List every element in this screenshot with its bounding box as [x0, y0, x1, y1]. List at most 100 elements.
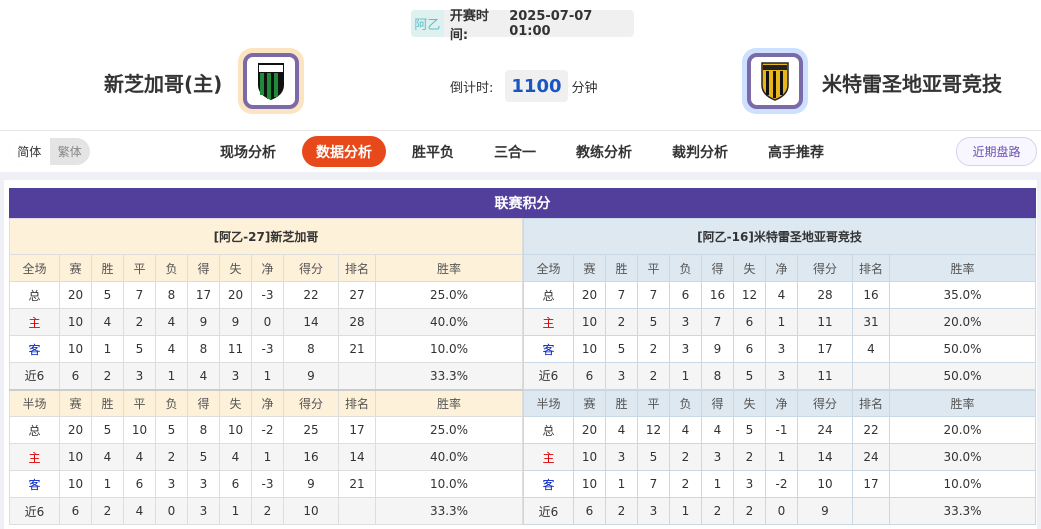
cell: 9	[283, 470, 339, 498]
cell: -2	[251, 416, 284, 444]
cell: 5	[637, 443, 670, 471]
nav-bar: 简体 繁体 现场分析 数据分析 胜平负 三合一 教练分析 裁判分析 高手推荐 近期盘路	[0, 130, 1041, 172]
cell: 3	[219, 362, 252, 390]
cell: 7	[701, 308, 734, 336]
cell: 6	[733, 308, 766, 336]
cell: 20	[59, 281, 92, 309]
cell: 10	[573, 470, 606, 498]
tab-6[interactable]: 高手推荐	[768, 144, 824, 161]
away-team-name[interactable]: 米特雷圣地亚哥竞技	[822, 72, 1002, 96]
cell: 20	[573, 281, 606, 309]
cell: 8	[187, 416, 220, 444]
cell: 10	[573, 308, 606, 336]
table-row: 主 10 4 2 4 9 9 0 14 28 40.0%	[9, 308, 523, 336]
cell: 6	[59, 497, 92, 525]
table-row: 客 10 5 2 3 9 6 3 17 4 50.0%	[523, 335, 1036, 363]
cell: 20	[573, 416, 606, 444]
column-header: 得分	[797, 254, 853, 282]
cell: 10	[59, 308, 92, 336]
column-header: 胜	[605, 254, 638, 282]
column-header: 得分	[283, 388, 339, 417]
cell: 17	[852, 470, 890, 498]
cell: 2	[605, 497, 638, 525]
cell: 28	[338, 308, 376, 336]
league-badge[interactable]: 阿乙	[411, 10, 444, 37]
cell: 11	[797, 308, 853, 336]
cell: 3	[637, 497, 670, 525]
cell: 0	[155, 497, 188, 525]
tab-1[interactable]: 数据分析	[302, 136, 386, 167]
cell: 20	[219, 281, 252, 309]
cell: 3	[765, 335, 798, 363]
home-team-logo[interactable]	[238, 48, 304, 114]
cell: 16	[283, 443, 339, 471]
cell: 24	[852, 443, 890, 471]
column-header: 赛	[59, 388, 92, 417]
cell: 6	[573, 497, 606, 525]
shield-green-black-icon	[258, 63, 284, 100]
tab-5[interactable]: 裁判分析	[672, 144, 728, 161]
tab-0[interactable]: 现场分析	[220, 144, 276, 161]
cell: 3	[605, 443, 638, 471]
lang-simplified[interactable]: 简体	[9, 138, 50, 165]
cell: 3	[187, 497, 220, 525]
cell: 22	[852, 416, 890, 444]
cell: 4	[765, 281, 798, 309]
cell: 40.0%	[375, 443, 523, 471]
cell: 1	[91, 335, 124, 363]
cell: 4	[155, 308, 188, 336]
home-team-name[interactable]: 新芝加哥(主)	[104, 72, 223, 96]
cell: 4	[605, 416, 638, 444]
cell: 5	[733, 416, 766, 444]
column-header: 平	[637, 254, 670, 282]
cell: 5	[91, 281, 124, 309]
column-header: 得	[701, 254, 734, 282]
cell: 1	[669, 497, 702, 525]
column-header: 全场	[9, 254, 60, 282]
cell: 6	[573, 362, 606, 390]
row-label: 总	[523, 416, 574, 444]
cell: -3	[251, 335, 284, 363]
cell: 20.0%	[889, 416, 1036, 444]
cell: 16	[852, 281, 890, 309]
tab-2[interactable]: 胜平负	[412, 144, 454, 161]
column-header: 赛	[573, 254, 606, 282]
column-header: 平	[637, 388, 670, 417]
column-header: 半场	[523, 388, 574, 417]
column-header: 胜	[91, 388, 124, 417]
cell: 3	[765, 362, 798, 390]
cell: 4	[852, 335, 890, 363]
countdown-label: 倒计时:	[450, 80, 494, 96]
cell: 10	[283, 497, 339, 525]
column-header: 平	[123, 254, 156, 282]
cell: 5	[155, 416, 188, 444]
tab-3[interactable]: 三合一	[494, 144, 536, 161]
cell: 12	[637, 416, 670, 444]
cell: 3	[123, 362, 156, 390]
column-header: 得分	[283, 254, 339, 282]
away-team-logo[interactable]	[742, 48, 808, 114]
lang-traditional[interactable]: 繁体	[57, 145, 82, 159]
cell: 4	[187, 362, 220, 390]
cell: 7	[123, 281, 156, 309]
cell	[338, 362, 376, 390]
row-label: 近6	[9, 362, 60, 390]
language-toggle[interactable]: 简体 繁体	[9, 138, 90, 165]
away-standings-table: [阿乙-16]米特雷圣地亚哥竞技 全场赛胜平负得失净得分 排名 胜率总 20 7 7 6 16 1…	[523, 218, 1036, 525]
column-header: 失	[733, 254, 766, 282]
cell: 10	[573, 335, 606, 363]
cell: 0	[251, 308, 284, 336]
recent-handicap-button[interactable]: 近期盘路	[956, 137, 1037, 166]
table-row: 近6 6 2 3 1 2 2 0 9 33.3%	[523, 497, 1036, 525]
column-header: 得分	[797, 388, 853, 417]
cell: 4	[701, 416, 734, 444]
cell: 9	[219, 308, 252, 336]
cell: 6	[59, 362, 92, 390]
tab-4[interactable]: 教练分析	[576, 144, 632, 161]
cell: 3	[669, 308, 702, 336]
cell: 25	[283, 416, 339, 444]
cell: 4	[123, 497, 156, 525]
row-label: 近6	[9, 497, 60, 525]
cell: 16	[701, 281, 734, 309]
table-row: 客 10 1 6 3 3 6 -3 9 21 10.0%	[9, 470, 523, 498]
